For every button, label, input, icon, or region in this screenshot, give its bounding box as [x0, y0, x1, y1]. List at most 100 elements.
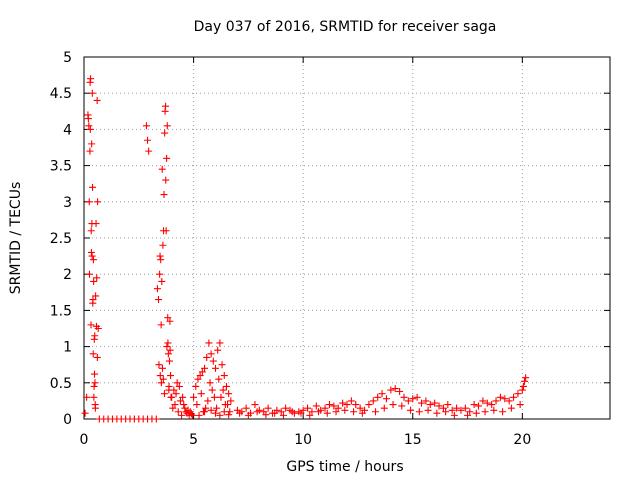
data-point — [312, 402, 320, 410]
data-point — [170, 386, 178, 394]
y-tick-label: 0.5 — [50, 376, 72, 392]
data-point — [175, 382, 183, 390]
data-point — [244, 411, 252, 419]
data-point — [472, 409, 480, 417]
data-point — [144, 136, 152, 144]
data-point — [88, 220, 96, 228]
data-point — [220, 408, 228, 416]
data-point — [424, 406, 432, 414]
data-point — [91, 332, 99, 340]
data-point — [160, 191, 168, 199]
data-point — [507, 404, 515, 412]
data-point — [145, 147, 153, 155]
data-point — [222, 382, 230, 390]
data-point — [173, 379, 181, 387]
data-point — [94, 198, 102, 206]
data-point — [160, 390, 168, 398]
data-point — [217, 393, 225, 401]
data-point — [332, 408, 340, 416]
y-tick-label: 1 — [63, 340, 72, 356]
tick-layer: 0 5 10 15 20 0 0.5 1 1.5 2 2.5 3 3.5 4 4.5 5 — [50, 50, 610, 448]
data-point — [166, 346, 174, 354]
data-point — [407, 406, 415, 414]
data-point — [202, 404, 210, 412]
data-point — [297, 409, 305, 417]
data-point — [343, 401, 351, 409]
data-point — [187, 410, 195, 418]
data-point — [282, 404, 290, 412]
data-point — [382, 395, 390, 403]
data-point — [262, 411, 270, 419]
data-point — [213, 404, 221, 412]
data-point — [242, 404, 250, 412]
data-point — [93, 274, 101, 282]
data-point — [167, 372, 175, 380]
data-point — [435, 402, 443, 410]
data-point — [457, 406, 465, 414]
data-point — [90, 382, 98, 390]
data-point — [198, 368, 206, 376]
data-point — [365, 401, 373, 409]
chart-title: Day 037 of 2016, SRMTID for receiver sag… — [194, 19, 497, 35]
data-point — [330, 402, 338, 410]
data-point — [89, 183, 97, 191]
data-point — [439, 404, 447, 412]
data-point — [91, 379, 99, 387]
data-point — [163, 343, 171, 351]
grid-layer — [84, 57, 610, 419]
data-point — [396, 387, 404, 395]
data-point — [450, 411, 458, 419]
data-point — [161, 129, 169, 137]
data-point — [178, 411, 186, 419]
x-tick-label: 5 — [189, 432, 198, 448]
data-point — [93, 353, 101, 361]
data-point — [356, 404, 364, 412]
data-point — [166, 317, 174, 325]
data-point — [205, 339, 213, 347]
x-tick-label: 10 — [294, 432, 312, 448]
data-point — [219, 386, 227, 394]
data-point — [163, 154, 171, 162]
data-point — [179, 393, 187, 401]
data-point — [505, 397, 513, 405]
data-point — [315, 408, 323, 416]
data-point — [308, 408, 316, 416]
data-point — [84, 115, 92, 123]
data-point — [157, 321, 165, 329]
data-point — [85, 122, 93, 130]
data-point — [201, 408, 209, 416]
data-point — [158, 277, 166, 285]
data-point — [288, 408, 296, 416]
data-point — [444, 401, 452, 409]
data-point — [225, 411, 233, 419]
data-point — [159, 375, 167, 383]
data-point — [481, 408, 489, 416]
data-point — [89, 296, 97, 304]
data-point — [279, 411, 287, 419]
data-point — [334, 404, 342, 412]
data-point — [514, 390, 522, 398]
data-point — [192, 382, 200, 390]
data-point — [180, 401, 188, 409]
y-tick-label: 3 — [63, 195, 72, 211]
data-point — [157, 256, 165, 264]
data-point — [466, 408, 474, 416]
data-point — [165, 357, 173, 365]
data-point — [171, 401, 179, 409]
data-point — [90, 393, 98, 401]
data-point — [442, 408, 450, 416]
data-point — [488, 401, 496, 409]
data-point — [277, 408, 285, 416]
data-point — [81, 409, 89, 417]
data-point — [209, 357, 217, 365]
data-point — [212, 364, 219, 372]
data-point — [227, 397, 235, 405]
data-point — [162, 102, 170, 110]
y-tick-label: 5 — [63, 50, 72, 66]
data-point — [163, 122, 171, 130]
y-tick-label: 4.5 — [50, 86, 72, 102]
data-point — [413, 393, 421, 401]
data-point — [87, 321, 95, 329]
data-point — [87, 248, 95, 256]
